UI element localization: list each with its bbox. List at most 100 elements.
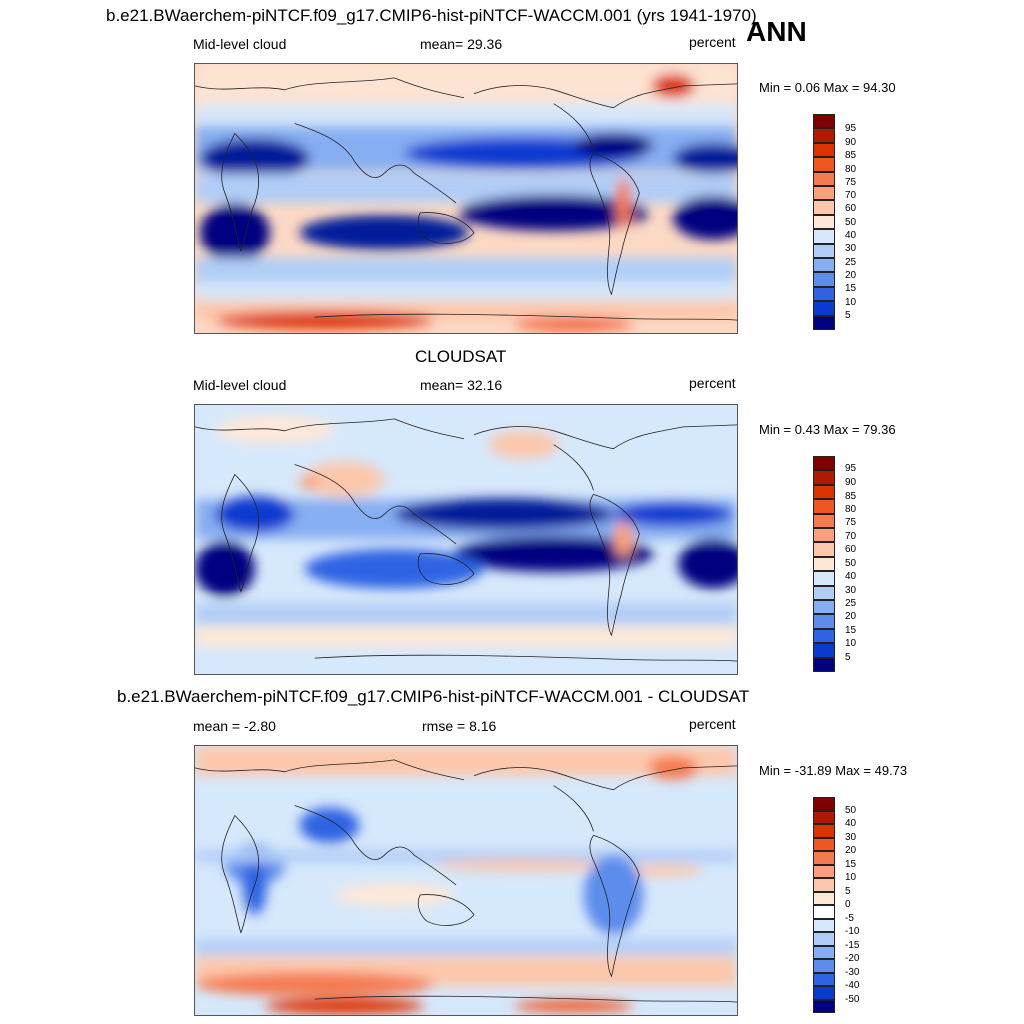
panel2-colorbar-swatch bbox=[813, 571, 835, 586]
panel3-colorbar-tick: 5 bbox=[845, 886, 851, 897]
panel3-colorbar-swatch bbox=[813, 810, 835, 824]
season-label: ANN bbox=[746, 16, 807, 47]
panel3-title: b.e21.BWaerchem-piNTCF.f09_g17.CMIP6-his… bbox=[117, 687, 750, 706]
panel1-mean-label: mean= 29.36 bbox=[420, 36, 503, 52]
panel2-colorbar-swatch bbox=[813, 556, 835, 572]
panel3-colorbar-tick: -30 bbox=[845, 967, 860, 978]
panel3-rmse-label: rmse = 8.16 bbox=[422, 718, 497, 734]
panel3-colorbar-tick: 20 bbox=[845, 845, 857, 856]
panel2-minmax-label: Min = 0.43 Max = 79.36 bbox=[759, 422, 896, 437]
panel2-colorbar-swatch bbox=[813, 528, 835, 543]
panel3-colorbar-tick: -20 bbox=[845, 953, 860, 964]
panel3-colorbar-tick: 10 bbox=[845, 872, 857, 883]
panel3-colorbar-swatch bbox=[813, 918, 835, 932]
figure-title: b.e21.BWaerchem-piNTCF.f09_g17.CMIP6-his… bbox=[106, 6, 757, 25]
panel3-colorbar-swatch bbox=[813, 972, 835, 986]
panel3-colorbar-swatch bbox=[813, 945, 835, 959]
panel2-colorbar-tick: 75 bbox=[845, 517, 857, 528]
panel2-colorbar-swatch bbox=[813, 657, 835, 672]
panel1-colorbar bbox=[813, 114, 835, 330]
panel2-units-label: percent bbox=[689, 375, 736, 391]
panel3-colorbar-tick: 0 bbox=[845, 899, 851, 910]
panel2-colorbar bbox=[813, 456, 835, 672]
panel3-colorbar-swatch bbox=[813, 878, 835, 892]
panel1-colorbar-swatch bbox=[813, 142, 835, 158]
panel3-map-field bbox=[195, 746, 737, 1015]
panel2-colorbar-swatch bbox=[813, 628, 835, 644]
panel3-colorbar bbox=[813, 797, 835, 1013]
panel1-colorbar-swatch bbox=[813, 286, 835, 302]
panel2-colorbar-swatch bbox=[813, 470, 835, 485]
panel2-colorbar-tick: 30 bbox=[845, 585, 857, 596]
panel3-colorbar-tick: -15 bbox=[845, 940, 860, 951]
panel2-colorbar-swatch bbox=[813, 585, 835, 600]
panel3-colorbar-swatch bbox=[813, 999, 835, 1013]
panel1-colorbar-tick: 5 bbox=[845, 310, 851, 321]
panel2-colorbar-swatch bbox=[813, 542, 835, 557]
panel3-colorbar-swatch bbox=[813, 986, 835, 1000]
panel1-colorbar-swatch bbox=[813, 272, 835, 287]
panel1-colorbar-tick: 60 bbox=[845, 203, 857, 214]
panel1-colorbar-tick: 25 bbox=[845, 257, 857, 268]
panel1-colorbar-tick: 80 bbox=[845, 164, 857, 175]
panel2-colorbar-swatch bbox=[813, 614, 835, 629]
panel1-colorbar-tick: 50 bbox=[845, 217, 857, 228]
panel1-map bbox=[194, 63, 738, 334]
panel1-colorbar-swatch bbox=[813, 171, 835, 186]
panel1-units-label: percent bbox=[689, 34, 736, 50]
panel3-colorbar-tick: 50 bbox=[845, 805, 857, 816]
panel3-colorbar-swatch bbox=[813, 837, 835, 851]
panel3-colorbar-tick: -40 bbox=[845, 980, 860, 991]
panel3-colorbar-swatch bbox=[813, 891, 835, 905]
panel2-colorbar-tick: 60 bbox=[845, 544, 857, 555]
panel2-colorbar-tick: 95 bbox=[845, 463, 857, 474]
panel2-colorbar-tick: 70 bbox=[845, 531, 857, 542]
panel1-colorbar-swatch bbox=[813, 214, 835, 230]
panel1-colorbar-tick: 30 bbox=[845, 243, 857, 254]
panel3-colorbar-tick: 30 bbox=[845, 832, 857, 843]
panel3-mean-label: mean = -2.80 bbox=[193, 718, 276, 734]
panel1-colorbar-tick: 85 bbox=[845, 150, 857, 161]
panel3-colorbar-tick: -10 bbox=[845, 926, 860, 937]
panel3-units-label: percent bbox=[689, 716, 736, 732]
panel3-map bbox=[194, 745, 738, 1016]
panel1-colorbar-tick: 95 bbox=[845, 123, 857, 134]
panel1-colorbar-swatch bbox=[813, 128, 835, 143]
panel1-colorbar-tick: 40 bbox=[845, 230, 857, 241]
panel3-colorbar-swatch bbox=[813, 797, 835, 811]
panel2-colorbar-tick: 40 bbox=[845, 571, 857, 582]
panel3-colorbar-swatch bbox=[813, 824, 835, 838]
panel1-minmax-label: Min = 0.06 Max = 94.30 bbox=[759, 80, 896, 95]
panel2-colorbar-swatch bbox=[813, 499, 835, 514]
panel1-colorbar-swatch bbox=[813, 157, 835, 172]
panel2-colorbar-tick: 25 bbox=[845, 598, 857, 609]
panel2-colorbar-tick: 15 bbox=[845, 625, 857, 636]
panel1-colorbar-tick: 15 bbox=[845, 283, 857, 294]
panel1-colorbar-swatch bbox=[813, 258, 835, 273]
panel2-mean-label: mean= 32.16 bbox=[420, 377, 503, 393]
panel1-colorbar-swatch bbox=[813, 186, 835, 201]
panel1-colorbar-tick: 20 bbox=[845, 270, 857, 281]
panel1-colorbar-swatch bbox=[813, 200, 835, 215]
panel2-map bbox=[194, 404, 738, 675]
panel3-colorbar-swatch bbox=[813, 864, 835, 878]
panel1-colorbar-swatch bbox=[813, 315, 835, 330]
panel2-map-field bbox=[195, 405, 737, 674]
panel2-colorbar-tick: 10 bbox=[845, 638, 857, 649]
panel3-colorbar-tick: 15 bbox=[845, 859, 857, 870]
panel1-colorbar-tick: 70 bbox=[845, 190, 857, 201]
panel1-map-field bbox=[195, 64, 737, 333]
panel1-colorbar-swatch bbox=[813, 114, 835, 129]
panel3-colorbar-swatch bbox=[813, 959, 835, 973]
panel2-variable-label: Mid-level cloud bbox=[193, 377, 287, 393]
panel2-colorbar-tick: 50 bbox=[845, 558, 857, 569]
panel1-colorbar-swatch bbox=[813, 301, 835, 316]
panel2-colorbar-tick: 5 bbox=[845, 652, 851, 663]
panel3-colorbar-swatch bbox=[813, 932, 835, 946]
panel2-colorbar-tick: 90 bbox=[845, 477, 857, 488]
panel2-colorbar-tick: 80 bbox=[845, 504, 857, 515]
panel1-colorbar-tick: 90 bbox=[845, 137, 857, 148]
panel1-colorbar-tick: 10 bbox=[845, 297, 857, 308]
panel2-colorbar-swatch bbox=[813, 484, 835, 500]
panel2-colorbar-tick: 85 bbox=[845, 491, 857, 502]
